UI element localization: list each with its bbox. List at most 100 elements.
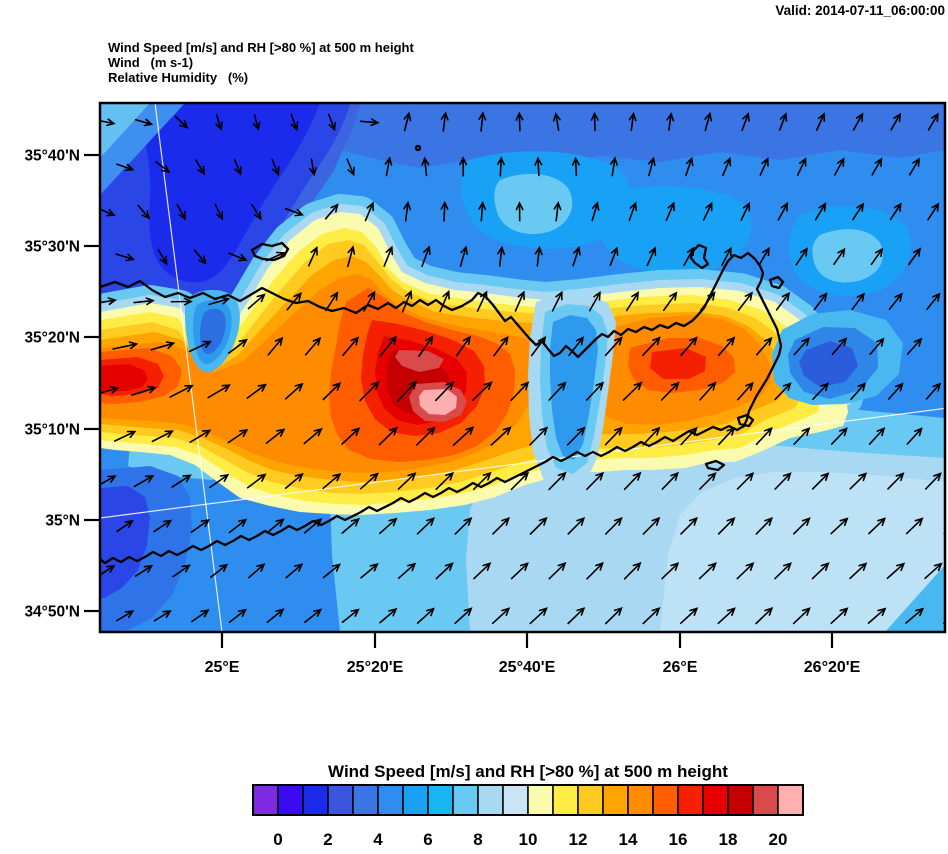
wind-arrow	[403, 111, 412, 132]
wind-arrow	[195, 159, 206, 176]
wind-arrow	[852, 202, 865, 221]
wind-arrow	[604, 426, 623, 446]
wind-vectors	[100, 111, 945, 625]
wind-arrow	[586, 471, 605, 491]
wind-arrow	[210, 563, 229, 579]
wind-arrow	[515, 111, 524, 132]
wind-arrow	[628, 111, 637, 132]
wind-arrow	[421, 245, 431, 268]
colorbar-cell	[652, 784, 679, 816]
wind-arrow	[214, 203, 224, 221]
wind-arrow	[704, 111, 713, 132]
wind-arrow	[359, 380, 380, 402]
wind-arrow	[403, 200, 412, 222]
wind-arrow	[209, 473, 230, 489]
wind-arrow	[265, 428, 286, 444]
wind-arrow	[478, 111, 487, 132]
wind-arrow	[830, 517, 849, 535]
latitude-axis: 35°40'N 35°30'N 35°20'N 35°10'N 35°N 34°50'N	[24, 148, 100, 621]
wind-arrow	[831, 427, 848, 445]
wind-arrow	[568, 336, 585, 357]
wind-arrow	[698, 562, 717, 580]
contour-layer	[100, 364, 148, 392]
colorbar-labels: 0 2 4 6 8 10 12 14 16 18 20	[273, 830, 787, 849]
wind-arrow	[439, 289, 450, 313]
wind-arrow	[435, 471, 454, 491]
wind-arrow	[227, 338, 248, 354]
wind-arrow	[774, 472, 792, 490]
colorbar-cell	[402, 784, 429, 816]
wind-arrow	[647, 156, 656, 177]
map-frame	[98, 101, 947, 634]
wind-arrow	[116, 163, 135, 172]
wind-arrow	[834, 157, 845, 176]
colorbar-cell	[252, 784, 279, 816]
wind-arrow	[322, 382, 342, 401]
lon-tick-label: 25°E	[205, 659, 240, 676]
wind-arrow	[341, 427, 361, 445]
wind-arrow	[888, 292, 903, 311]
wind-arrow	[363, 290, 376, 312]
wind-arrow	[304, 608, 323, 623]
wind-arrow	[114, 430, 137, 442]
wind-arrow	[590, 111, 599, 132]
wind-arrow	[646, 246, 657, 267]
wind-arrow	[100, 475, 117, 486]
colorbar-cell	[752, 784, 779, 816]
lat-tick-label: 35°40'N	[24, 148, 80, 165]
colorbar-cell	[552, 784, 579, 816]
wind-arrow	[418, 335, 434, 357]
wind-arrow	[566, 426, 586, 446]
wind-arrow	[440, 111, 449, 132]
wind-arrow	[100, 385, 120, 395]
wind-arrow	[685, 156, 694, 177]
contour-layer	[799, 341, 858, 387]
wind-arrow	[623, 561, 642, 580]
wind-arrow	[740, 201, 751, 221]
lon-tick-label: 26°20'E	[804, 659, 861, 676]
wind-arrow	[491, 607, 511, 625]
wind-arrow	[889, 202, 902, 221]
wind-arrow	[905, 517, 924, 535]
wind-arrow	[397, 562, 417, 579]
wind-arrow	[490, 426, 512, 446]
wind-arrow	[680, 336, 698, 357]
wind-arrow	[811, 562, 830, 580]
wind-arrow	[567, 607, 586, 625]
wind-arrow	[868, 427, 886, 445]
wind-arrow	[514, 290, 525, 312]
lat-tick-label: 34°50'N	[24, 604, 80, 621]
wind-arrow	[459, 245, 468, 267]
wind-arrow	[736, 562, 755, 580]
wind-arrow	[699, 291, 716, 312]
wind-arrow	[233, 159, 242, 176]
wind-arrow	[792, 607, 811, 625]
contour-layer	[812, 229, 884, 283]
wind-arrow	[134, 118, 154, 127]
wind-arrow	[174, 115, 189, 129]
wind-arrow	[150, 341, 176, 351]
wind-arrow	[170, 297, 193, 306]
wind-arrow	[867, 607, 887, 624]
lat-tick-label: 35°10'N	[24, 422, 80, 439]
wind-arrow	[571, 156, 580, 177]
colorbar-tick-label: 8	[473, 830, 482, 849]
wind-arrow	[342, 336, 360, 357]
wind-arrow	[116, 610, 135, 622]
wind-arrow	[116, 519, 134, 533]
wind-arrow	[493, 335, 509, 357]
wind-arrow	[452, 426, 475, 446]
wind-arrow	[215, 114, 223, 131]
wind-arrow	[266, 608, 285, 624]
wind-arrow	[252, 114, 261, 131]
contour-layer	[419, 389, 457, 415]
wind-arrow	[228, 252, 248, 262]
wind-arrow	[851, 292, 865, 311]
wind-arrow	[416, 607, 435, 624]
wind-arrow	[552, 112, 561, 131]
wind-arrow	[246, 383, 267, 399]
wind-arrow	[628, 201, 638, 222]
wind-arrow	[774, 562, 792, 580]
wind-arrow	[208, 296, 231, 306]
